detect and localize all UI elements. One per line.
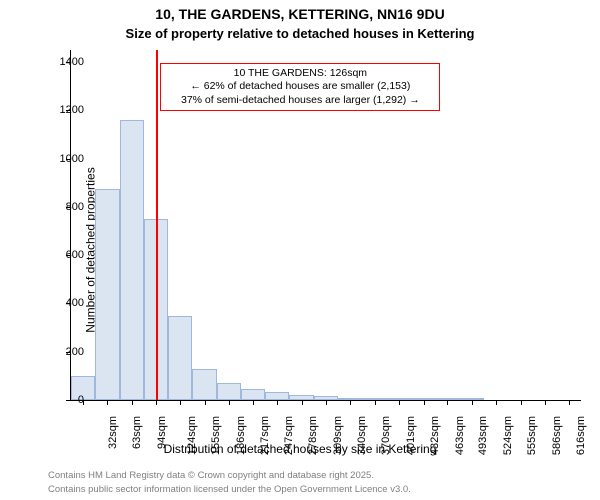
x-tick — [302, 400, 303, 405]
x-tick — [253, 400, 254, 405]
annotation-line: 37% of semi-detached houses are larger (… — [167, 94, 433, 107]
x-tick — [375, 400, 376, 405]
histogram-bar — [241, 389, 265, 400]
x-tick — [229, 400, 230, 405]
annotation-line: ← 62% of detached houses are smaller (2,… — [167, 80, 433, 93]
y-tick-label: 200 — [66, 346, 84, 358]
y-tick-label: 1200 — [60, 104, 84, 116]
x-tick — [180, 400, 181, 405]
x-tick — [472, 400, 473, 405]
histogram-bar — [95, 189, 119, 400]
annotation-line: 10 THE GARDENS: 126sqm — [167, 67, 433, 80]
histogram-chart: 10, THE GARDENS, KETTERING, NN16 9DU Siz… — [0, 0, 600, 500]
histogram-bar — [411, 398, 435, 400]
x-tick — [107, 400, 108, 405]
y-tick-label: 600 — [66, 249, 84, 261]
y-tick-label: 1400 — [60, 56, 84, 68]
x-tick — [496, 400, 497, 405]
histogram-bar — [168, 316, 192, 400]
x-tick — [424, 400, 425, 405]
plot-area: 32sqm63sqm94sqm124sqm155sqm186sqm217sqm2… — [70, 50, 581, 401]
histogram-bar — [192, 369, 216, 400]
x-tick — [399, 400, 400, 405]
histogram-bar — [265, 392, 289, 400]
annotation-box: 10 THE GARDENS: 126sqm← 62% of detached … — [160, 63, 440, 110]
attribution-line-2: Contains public sector information licen… — [48, 484, 411, 496]
histogram-bar — [217, 383, 241, 400]
histogram-bar — [459, 398, 483, 400]
y-tick-label: 400 — [66, 297, 84, 309]
chart-subtitle: Size of property relative to detached ho… — [0, 26, 600, 41]
x-tick — [156, 400, 157, 405]
x-tick — [205, 400, 206, 405]
histogram-bar — [362, 398, 386, 400]
histogram-bar — [120, 120, 144, 400]
y-tick-label: 0 — [78, 394, 84, 406]
x-tick — [132, 400, 133, 405]
chart-title: 10, THE GARDENS, KETTERING, NN16 9DU — [0, 6, 600, 22]
x-axis-label: Distribution of detached houses by size … — [0, 442, 600, 456]
y-tick-label: 800 — [66, 201, 84, 213]
marker-line — [156, 50, 158, 400]
x-tick — [350, 400, 351, 405]
y-tick-label: 1000 — [60, 153, 84, 165]
y-tick — [66, 400, 71, 401]
x-tick — [326, 400, 327, 405]
histogram-bar — [314, 396, 338, 400]
histogram-bar — [387, 398, 411, 400]
histogram-bar — [435, 398, 459, 400]
x-tick — [277, 400, 278, 405]
histogram-bar — [289, 395, 313, 400]
histogram-bar — [338, 398, 362, 400]
x-tick — [521, 400, 522, 405]
x-tick — [569, 400, 570, 405]
attribution-line-1: Contains HM Land Registry data © Crown c… — [48, 470, 374, 482]
x-tick — [447, 400, 448, 405]
x-tick — [545, 400, 546, 405]
